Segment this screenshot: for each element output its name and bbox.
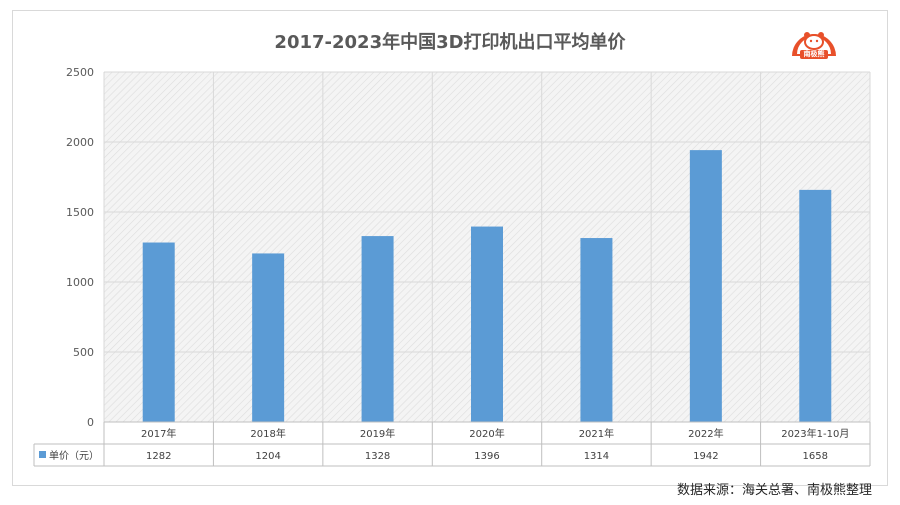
bar-1	[252, 253, 285, 422]
x-category-label-6: 2023年1-10月	[781, 427, 849, 440]
bar-4	[580, 238, 613, 422]
table-value-2: 1328	[365, 451, 390, 462]
y-tick-label-3: 1500	[66, 206, 94, 219]
y-axis-ticks: 0 500 1000 1500 2000 2500	[66, 66, 94, 429]
y-tick-label-1: 500	[73, 346, 94, 359]
table-value-1: 1204	[255, 451, 280, 462]
source-note: 数据来源：海关总署、南极熊整理	[676, 483, 872, 498]
legend-swatch	[39, 451, 46, 458]
chart-title: 2017-2023年中国3D打印机出口平均单价	[274, 32, 626, 53]
x-category-label-2: 2019年	[360, 427, 395, 440]
legend-label: 单价（元）	[49, 450, 99, 462]
data-table: 2017年 1282 2018年 1204 2019年 1328 2020年 1396 2021…	[33, 421, 871, 467]
table-value-3: 1396	[474, 451, 499, 462]
table-value-5: 1942	[693, 451, 718, 462]
bar-5	[689, 150, 722, 422]
table-value-0: 1282	[146, 451, 171, 462]
x-category-label-1: 2018年	[250, 427, 285, 440]
x-category-label-0: 2017年	[141, 427, 176, 440]
table-value-4: 1314	[584, 451, 609, 462]
bar-3	[471, 226, 503, 422]
logo-text: 南极熊	[803, 50, 825, 58]
bar-2	[361, 236, 394, 422]
y-tick-label-0: 0	[87, 416, 94, 429]
bars	[142, 150, 832, 422]
bar-6	[799, 189, 832, 422]
y-tick-label-4: 2000	[66, 136, 94, 149]
x-category-label-4: 2021年	[579, 427, 614, 440]
x-category-label-5: 2022年	[688, 427, 723, 440]
y-tick-label-2: 1000	[66, 276, 94, 289]
logo-icon	[792, 32, 836, 59]
y-tick-label-5: 2500	[66, 66, 94, 79]
bar-0	[142, 242, 175, 422]
x-category-label-3: 2020年	[469, 427, 504, 440]
table-value-6: 1658	[803, 451, 828, 462]
